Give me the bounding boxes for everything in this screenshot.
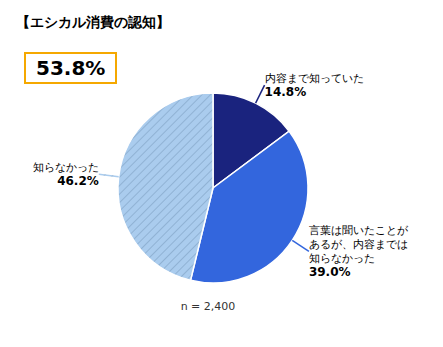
html-text:n = 2,400: n = 2,400 [180,300,236,313]
svg-text:言葉は聞いたことがあるが、内容までは知らなかった39.0%: 言葉は聞いたことがあるが、内容までは知らなかった39.0% [309,224,409,280]
svg-text:知らなかった46.2%: 知らなかった46.2% [33,161,99,189]
html-text:【エシカル消費の認知】: 【エシカル消費の認知】 [16,14,170,30]
html-text:53.8%: 53.8% [36,56,106,80]
svg-text:内容まで知っていた14.8%: 内容まで知っていた14.8% [265,72,364,100]
